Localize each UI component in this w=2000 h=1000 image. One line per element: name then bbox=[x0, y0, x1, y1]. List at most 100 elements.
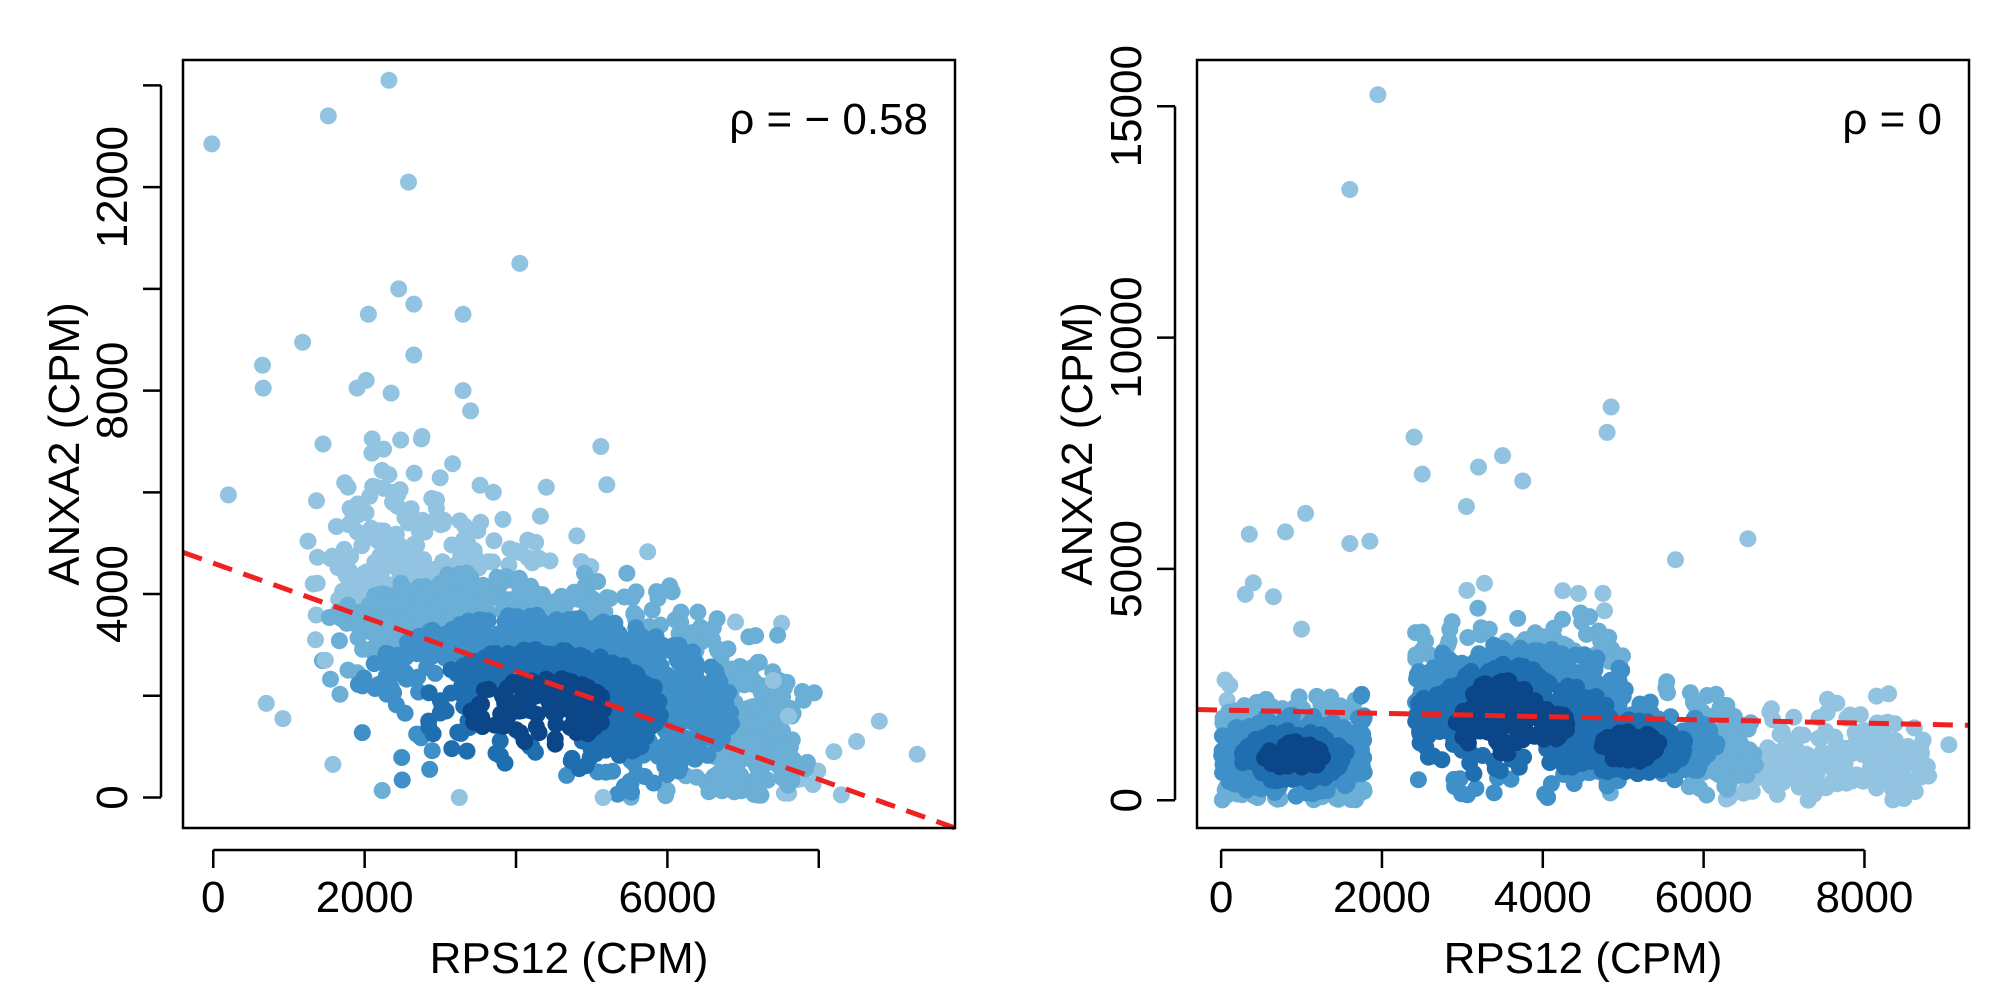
right-data-point bbox=[1515, 697, 1533, 715]
left-data-point bbox=[639, 543, 657, 561]
right-data-point bbox=[1475, 574, 1493, 592]
right-data-point bbox=[1863, 744, 1881, 761]
right-x-tick-label: 4000 bbox=[1494, 873, 1592, 922]
right-data-point bbox=[1771, 725, 1789, 743]
right-data-point bbox=[1667, 752, 1685, 770]
left-data-point bbox=[418, 641, 436, 659]
right-data-point bbox=[1760, 751, 1778, 769]
right-data-point bbox=[1686, 695, 1703, 713]
right-data-point bbox=[1739, 755, 1757, 773]
right-data-point bbox=[1487, 709, 1505, 727]
left-data-point bbox=[606, 614, 624, 632]
left-data-point bbox=[456, 626, 474, 644]
right-outlier-point bbox=[1514, 472, 1532, 490]
left-data-point bbox=[713, 694, 731, 712]
right-data-point bbox=[1488, 660, 1506, 678]
left-data-point bbox=[718, 771, 736, 789]
right-data-point bbox=[1691, 780, 1709, 797]
left-data-point bbox=[484, 553, 501, 571]
right-correlation-annotation: ρ = 0 bbox=[1842, 95, 1942, 144]
right-data-point bbox=[1353, 685, 1371, 703]
left-data-point bbox=[672, 603, 690, 621]
left-outlier-point bbox=[405, 346, 423, 364]
left-data-point bbox=[702, 658, 720, 676]
left-data-point bbox=[458, 742, 476, 760]
left-data-point bbox=[485, 532, 503, 550]
right-data-point bbox=[1554, 582, 1572, 600]
left-data-point bbox=[331, 685, 349, 703]
left-data-point bbox=[670, 706, 688, 724]
left-data-point bbox=[581, 749, 599, 766]
right-data-point bbox=[1536, 785, 1554, 803]
left-data-point bbox=[361, 487, 379, 505]
left-data-point bbox=[749, 653, 767, 671]
left-data-point bbox=[355, 669, 373, 687]
left-data-point bbox=[568, 527, 586, 545]
left-data-point bbox=[443, 740, 461, 758]
left-data-point bbox=[480, 680, 498, 698]
left-data-point bbox=[700, 783, 718, 801]
right-data-point bbox=[1417, 632, 1435, 650]
right-data-point bbox=[1457, 667, 1475, 685]
left-y-axis: 0 4000 8000 12000 bbox=[88, 84, 163, 810]
left-data-point bbox=[362, 573, 380, 591]
left-data-point bbox=[365, 655, 383, 673]
right-x-axis: 0 2000 4000 6000 8000 bbox=[1209, 848, 1913, 922]
left-data-point bbox=[779, 750, 797, 768]
right-data-point bbox=[1419, 727, 1437, 745]
left-data-point bbox=[747, 627, 765, 645]
right-x-axis-label: RPS12 (CPM) bbox=[1444, 934, 1723, 983]
right-data-point bbox=[1912, 737, 1930, 755]
left-correlation-annotation: ρ = − 0.58 bbox=[729, 95, 928, 144]
left-data-point bbox=[437, 702, 455, 720]
left-data-point bbox=[453, 686, 471, 704]
right-outlier-point bbox=[1896, 773, 1914, 791]
right-data-point bbox=[1791, 771, 1809, 789]
left-data-point bbox=[308, 548, 326, 566]
left-data-point bbox=[623, 589, 641, 607]
left-data-point bbox=[714, 721, 732, 739]
right-y-axis-label: ANXA2 (CPM) bbox=[1053, 302, 1102, 586]
left-outlier-point bbox=[390, 280, 408, 298]
left-data-point bbox=[545, 593, 563, 611]
left-data-point bbox=[393, 749, 411, 766]
right-outlier-point bbox=[1457, 498, 1475, 515]
right-data-point bbox=[1610, 724, 1628, 742]
right-trend-layer bbox=[1196, 707, 1970, 728]
left-data-point bbox=[529, 644, 547, 661]
left-data-point bbox=[541, 552, 559, 570]
right-data-point bbox=[1419, 748, 1437, 766]
left-data-point bbox=[521, 607, 539, 625]
right-outlier-point bbox=[1369, 86, 1387, 104]
right-outlier-point bbox=[1602, 398, 1620, 416]
right-data-point bbox=[1281, 751, 1299, 769]
right-data-point bbox=[1410, 663, 1428, 681]
left-data-point bbox=[526, 743, 544, 761]
right-data-point bbox=[1706, 763, 1724, 781]
right-data-point bbox=[1718, 780, 1736, 798]
left-data-point bbox=[774, 769, 792, 787]
right-data-point bbox=[1488, 731, 1506, 748]
left-trend-line bbox=[182, 549, 956, 831]
left-data-point bbox=[459, 534, 477, 552]
left-data-point bbox=[658, 781, 676, 799]
right-data-point bbox=[1262, 729, 1280, 747]
right-scatter-panel: 0 2000 4000 6000 8000 0 5000 10000 15000 RPS12 … bbox=[1053, 45, 1971, 983]
left-data-point bbox=[346, 580, 364, 598]
right-outlier-point bbox=[1361, 532, 1379, 550]
left-outlier-point bbox=[254, 379, 272, 397]
left-data-point bbox=[457, 575, 475, 593]
left-data-point bbox=[565, 583, 583, 601]
right-trend-line bbox=[1196, 707, 1970, 728]
right-data-point bbox=[1469, 599, 1487, 617]
left-data-point bbox=[558, 620, 576, 638]
left-outlier-point bbox=[304, 575, 322, 593]
left-outlier-point bbox=[319, 107, 337, 125]
left-data-point bbox=[455, 664, 473, 682]
left-data-point bbox=[618, 564, 636, 582]
right-data-point bbox=[1451, 770, 1469, 788]
left-outlier-point bbox=[405, 295, 423, 313]
right-data-point bbox=[1221, 772, 1239, 790]
left-x-tick-label: 6000 bbox=[618, 873, 716, 922]
